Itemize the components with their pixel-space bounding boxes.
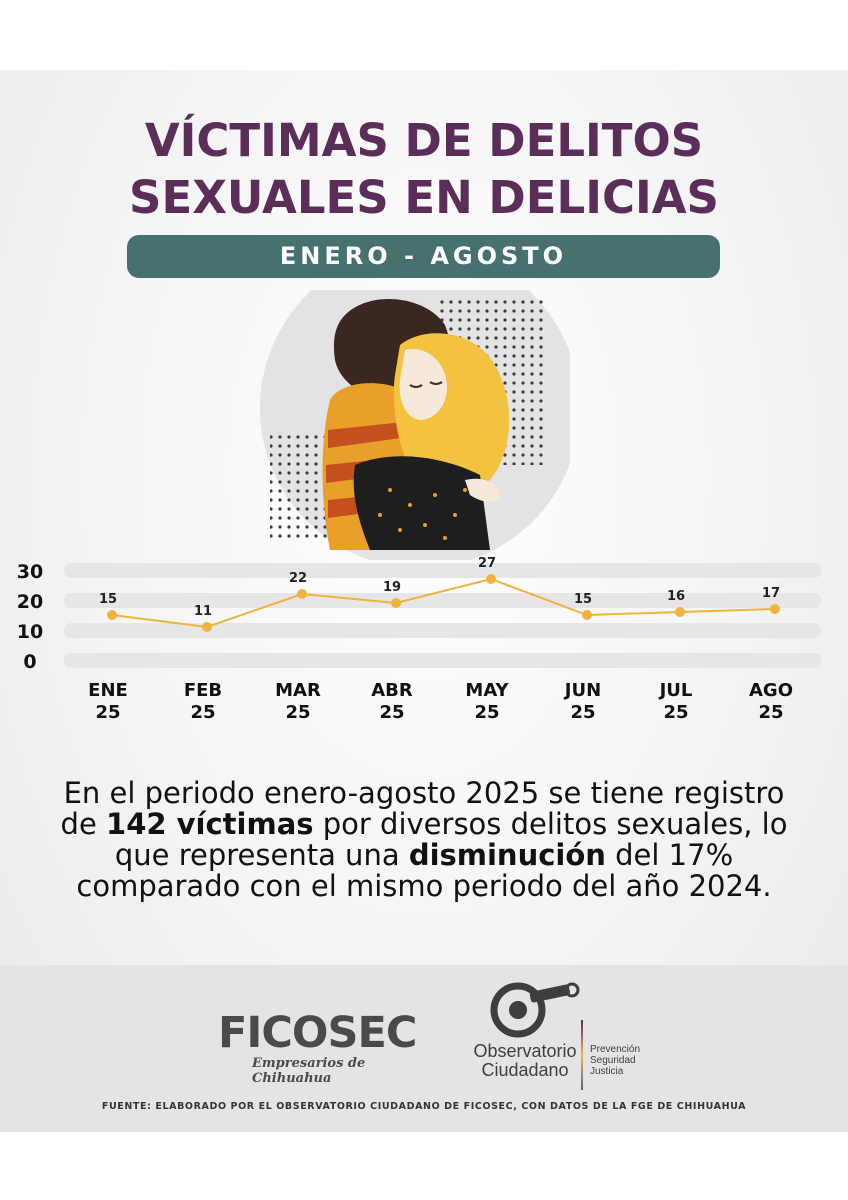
x-tick-month: ENE <box>88 680 128 701</box>
observatorio-emblem-icon <box>490 982 580 1038</box>
ficosec-name: FICOSEC <box>218 1008 417 1058</box>
data-point <box>297 589 307 599</box>
dotted-shirt <box>353 456 490 550</box>
x-tick-year: 25 <box>474 702 499 723</box>
ficosec-subtitle: Empresarios de Chihuahua <box>252 1056 366 1086</box>
x-tick-year: 25 <box>379 702 404 723</box>
summary-decrease: disminución <box>408 838 606 872</box>
x-tick-year: 25 <box>758 702 783 723</box>
data-point <box>582 610 592 620</box>
series-line <box>111 577 776 629</box>
y-tick-label: 30 <box>17 561 43 583</box>
x-tick-month: FEB <box>184 680 222 701</box>
summary-text-2: por diversos delitos sexuales, lo que re… <box>114 807 788 872</box>
source-note: FUENTE: ELABORADO POR EL OBSERVATORIO CI… <box>101 1101 747 1112</box>
x-tick-month: JUN <box>563 680 601 701</box>
x-tick-year: 25 <box>285 702 310 723</box>
hand <box>465 478 501 502</box>
summary-paragraph: En el periodo enero-agosto 2025 se tiene… <box>60 778 788 902</box>
data-point <box>391 598 401 608</box>
y-tick-label: 20 <box>17 591 43 613</box>
x-tick-month: JUL <box>658 680 693 701</box>
data-label: 15 <box>99 592 117 607</box>
data-label: 15 <box>574 592 592 607</box>
x-tick-month: MAY <box>465 680 509 701</box>
data-label: 22 <box>289 571 307 586</box>
period-badge: ENERO - AGOSTO <box>127 235 720 278</box>
observatorio-logo: Observatorio Ciudadano Prevención Seguri… <box>470 980 670 1090</box>
data-point <box>486 574 496 584</box>
data-point <box>675 607 685 617</box>
title-line-1: VÍCTIMAS DE DELITOS <box>144 114 704 167</box>
x-tick-year: 25 <box>570 702 595 723</box>
page-title: VÍCTIMAS DE DELITOS SEXUALES EN DELICIAS <box>0 112 848 226</box>
title-line-2: SEXUALES EN DELICIAS <box>129 171 719 224</box>
tagline-divider <box>581 1020 583 1090</box>
ficosec-logo: FICOSEC Empresarios de Chihuahua <box>218 1010 418 1086</box>
data-point <box>107 610 117 620</box>
x-tick-month: AGO <box>749 680 793 701</box>
gridline-30 <box>64 563 821 578</box>
x-tick-month: ABR <box>371 680 413 701</box>
y-tick-label: 0 <box>23 651 36 673</box>
face <box>399 349 448 420</box>
data-label: 27 <box>478 556 496 571</box>
summary-text-1: En el periodo enero-agosto 2025 se tiene… <box>60 776 785 841</box>
observatorio-tagline: Prevención Seguridad Justicia <box>590 1044 641 1077</box>
data-label: 11 <box>194 604 212 619</box>
y-tick-label: 10 <box>17 621 43 643</box>
x-tick-year: 25 <box>190 702 215 723</box>
data-point <box>202 622 212 632</box>
x-tick-year: 25 <box>663 702 688 723</box>
hug-illustration <box>260 290 570 560</box>
gridline-10 <box>64 623 821 638</box>
observatorio-name: Observatorio Ciudadano <box>473 1041 577 1080</box>
data-label: 16 <box>667 589 685 604</box>
footer-band <box>0 965 848 1132</box>
data-label: 19 <box>383 580 401 595</box>
x-tick-month: MAR <box>275 680 321 701</box>
summary-text-3: del 17% comparado con el mismo periodo d… <box>76 838 772 903</box>
gridline-20 <box>64 593 821 608</box>
data-label: 17 <box>762 586 780 601</box>
data-point <box>770 604 780 614</box>
summary-total-victims: 142 víctimas <box>106 807 314 841</box>
x-tick-year: 25 <box>95 702 120 723</box>
gridline-0 <box>64 653 821 668</box>
